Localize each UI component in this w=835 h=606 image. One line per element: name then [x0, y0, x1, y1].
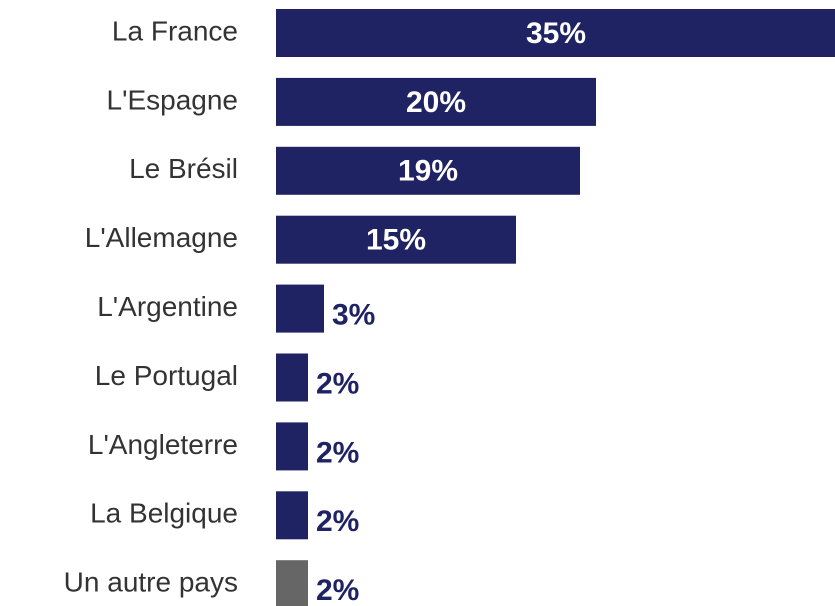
category-label: L'Allemagne: [85, 222, 238, 253]
bar: [276, 215, 516, 264]
value-label: 2%: [316, 367, 359, 400]
bar: [276, 284, 324, 333]
value-label: 2%: [316, 574, 359, 606]
category-label: La Belgique: [90, 498, 238, 529]
value-label: 35%: [526, 17, 586, 50]
value-label: 2%: [316, 505, 359, 538]
bar: [276, 422, 308, 471]
category-label: La France: [112, 15, 238, 46]
category-label: Un autre pays: [64, 567, 238, 598]
bar: [276, 9, 835, 57]
bar: [276, 146, 580, 195]
category-label: L'Angleterre: [88, 429, 238, 460]
value-label: 19%: [398, 155, 458, 188]
value-label: 2%: [316, 436, 359, 469]
category-label: Le Portugal: [95, 360, 238, 391]
category-label: L'Argentine: [97, 291, 238, 322]
bar: [276, 491, 308, 540]
bar: [276, 353, 308, 402]
value-label: 3%: [332, 299, 375, 332]
bar: [276, 77, 596, 126]
value-label: 20%: [406, 86, 466, 119]
category-label: Le Brésil: [129, 153, 238, 184]
bar: [276, 560, 308, 606]
value-label: 15%: [366, 224, 426, 257]
category-label: L'Espagne: [107, 84, 238, 115]
